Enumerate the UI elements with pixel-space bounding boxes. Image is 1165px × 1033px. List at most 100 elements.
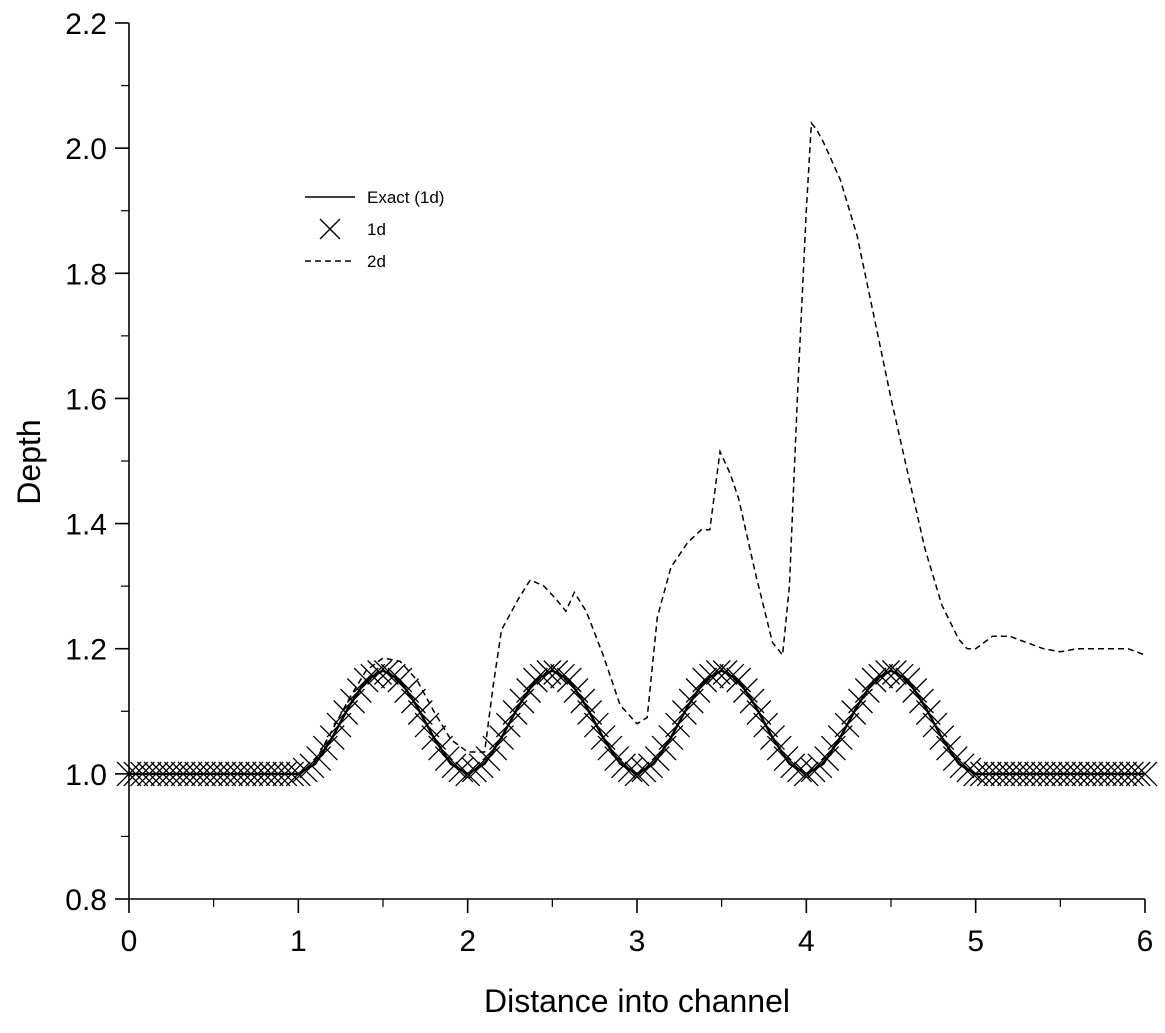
series-1d-marker — [130, 761, 155, 787]
series-1d-marker — [1037, 761, 1063, 787]
y-tick-label: 1.6 — [65, 383, 107, 416]
series-1d-marker — [766, 735, 792, 761]
series-1d-marker — [590, 725, 616, 751]
series-1d-marker — [990, 761, 1016, 787]
series-1d-marker — [387, 667, 413, 693]
series-1d-marker — [448, 757, 474, 783]
legend-exact-label: Exact (1d) — [367, 188, 444, 207]
series-1d-marker — [143, 761, 169, 787]
x-tick-label: 1 — [290, 925, 307, 958]
series-1d-marker — [909, 688, 934, 714]
series-1d-marker — [875, 660, 901, 685]
series-1d-marker — [285, 761, 311, 787]
series-1d-marker — [848, 688, 873, 714]
series-1d-marker — [949, 753, 975, 779]
series-1d-marker — [861, 667, 887, 693]
series-1d-marker — [915, 700, 941, 725]
series-1d-marker — [177, 761, 203, 787]
x-tick-label: 4 — [798, 925, 815, 958]
series-1d-marker — [577, 700, 603, 725]
series-exact-line — [129, 669, 1145, 776]
series-1d-marker — [522, 667, 548, 693]
series-2d-line — [297, 121, 1146, 775]
series-1d-marker — [414, 712, 440, 738]
series-1d-marker — [678, 688, 704, 714]
series-1d-marker — [1044, 761, 1070, 787]
legend-2d-label: 2d — [367, 252, 386, 271]
x-tick-label: 3 — [629, 925, 646, 958]
series-1d-marker — [841, 700, 867, 725]
series-1d-marker — [360, 663, 386, 689]
series-1d-marker — [814, 746, 840, 772]
y-tick-label: 2.0 — [65, 133, 107, 166]
series-1d-marker — [780, 753, 806, 779]
series-1d-marker — [1064, 761, 1090, 787]
series-1d-marker — [746, 700, 772, 725]
legend: Exact (1d) 1d 2d — [305, 188, 444, 271]
series-1d-marker — [428, 735, 454, 761]
series-1d-marker — [969, 761, 995, 787]
series-1d-marker — [868, 663, 894, 689]
series-1d-marker — [319, 725, 345, 751]
y-tick-label: 1.8 — [65, 258, 107, 291]
series-1d-marker — [929, 725, 955, 751]
series-1d-marker — [1030, 761, 1056, 787]
x-tick-label: 2 — [459, 925, 476, 958]
series-1d-marker — [401, 688, 426, 714]
series-1d-marker — [340, 688, 365, 714]
x-axis-title: Distance into channel — [484, 983, 790, 1019]
series-1d-marker — [800, 757, 826, 783]
y-tick-label: 0.8 — [65, 884, 107, 917]
y-tick-label: 1.2 — [65, 634, 107, 667]
series-1d-marker — [326, 712, 352, 738]
series-1d-marker — [617, 757, 643, 783]
x-tick-label: 6 — [1137, 925, 1154, 958]
y-axis-title: Depth — [11, 419, 47, 504]
series-1d-marker — [150, 761, 176, 787]
series-1d-marker — [218, 761, 244, 787]
series-1d-marker — [1024, 761, 1050, 787]
series-1d-marker — [475, 746, 501, 772]
series-1d-marker — [482, 735, 508, 761]
series-1d-marker — [644, 746, 670, 772]
series-1d-marker — [123, 761, 149, 787]
series-1d-marker — [116, 761, 142, 787]
series-1d-marker — [692, 667, 718, 693]
series-1d-marker — [631, 757, 657, 783]
series-1d-marker — [712, 660, 738, 685]
series-1d-marker — [441, 753, 467, 779]
series-1d-marker — [252, 761, 277, 787]
series-1d-marker — [1105, 761, 1131, 787]
series-1d-marker — [753, 712, 779, 738]
series-layer — [116, 121, 1158, 787]
series-1d-marker — [536, 660, 562, 685]
series-1d-marker — [191, 761, 216, 787]
series-1d-marker — [787, 757, 813, 783]
series-1d-marker — [1091, 761, 1117, 787]
series-1d-marker — [705, 660, 731, 685]
series-1d-marker — [956, 757, 982, 783]
series-1d-marker — [136, 761, 162, 787]
series-1d-marker — [983, 761, 1009, 787]
series-1d-marker — [1125, 761, 1151, 787]
y-tick-label: 1.4 — [65, 509, 107, 542]
series-1d-marker — [245, 761, 271, 787]
axes-layer: 0 1 2 3 4 5 6 0.8 1.0 1.2 1.4 1.6 1.8 2.0 2.2 — [65, 8, 1153, 958]
series-1d-marker — [624, 761, 650, 787]
series-1d-marker — [597, 735, 623, 761]
series-1d-marker — [699, 663, 724, 689]
series-1d-marker — [502, 700, 528, 725]
series-1d-marker — [583, 712, 609, 738]
series-1d-marker — [279, 761, 305, 787]
y-tick-label: 1.0 — [65, 759, 107, 792]
series-1d-marker — [1058, 761, 1083, 787]
series-1d-marker — [367, 660, 393, 685]
series-1d-marker — [902, 678, 928, 703]
series-1d-marker — [204, 761, 230, 787]
series-1d-marker — [739, 688, 765, 714]
series-1d-marker — [170, 761, 196, 787]
series-1d-marker — [455, 761, 481, 787]
series-1d-marker — [1078, 761, 1104, 787]
